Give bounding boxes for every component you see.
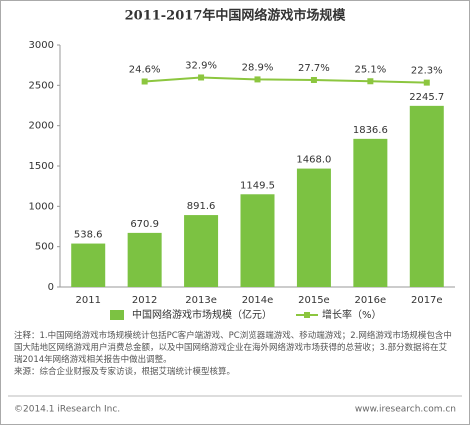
line-marker [198,74,205,81]
note: 注释：1.中国网络游戏市场规模统计包括PC客户端游戏、PC浏览器端游戏、移动端游… [14,331,452,365]
bar [353,138,388,287]
notes: 注释：1.中国网络游戏市场规模统计包括PC客户端游戏、PC浏览器端游戏、移动端游… [14,330,454,378]
legend-label: 增长率（%） [322,308,382,321]
line-marker [254,76,261,83]
line-marker [141,78,148,85]
chart-title: 2011-2017年中国网络游戏市场规模 [125,8,347,24]
line-label: 28.9% [242,62,274,73]
legend-label: 中国网络游戏市场规模（亿元） [132,308,272,321]
x-tick-label: 2014e [242,295,274,306]
line [144,76,427,84]
bar-label: 1836.6 [353,125,388,136]
bar-label: 2245.7 [409,92,444,103]
x-tick-label: 2013e [185,295,217,306]
bar-label: 670.9 [130,219,159,230]
line-label: 32.9% [185,60,217,71]
bar [71,243,106,287]
copyright: ©2014.1 iResearch Inc. [14,405,120,415]
y-tick-label: 3000 [29,40,54,51]
y-tick-label: 0 [48,282,54,293]
y-tick-label: 1000 [29,201,54,212]
y-tick-label: 500 [35,242,54,253]
bar-label: 1149.5 [240,180,275,191]
line-marker [310,76,317,83]
bar [296,168,331,287]
line-label: 25.1% [354,64,386,75]
x-tick-label: 2015e [298,295,330,306]
x-tick-label: 2011 [75,295,100,306]
line-label: 24.6% [129,64,161,75]
y-tick-label: 1500 [29,161,54,172]
x-tick-label: 2012 [132,295,157,306]
y-tick-label: 2500 [29,80,54,91]
bar-label: 1468.0 [296,155,331,166]
bar [184,215,219,287]
bar [409,105,444,287]
source: 来源：综合企业财报及专家访谈，根据艾瑞统计模型核算。 [14,367,236,377]
legend-swatch [304,312,310,318]
bar [240,194,275,287]
legend-swatch [110,310,124,320]
x-tick-label: 2016e [355,295,387,306]
x-tick-label: 2017e [411,295,443,306]
y-tick-label: 2000 [29,121,54,132]
line-marker [367,78,374,85]
bar [127,232,162,287]
bar-label: 891.6 [187,201,216,212]
line-label: 22.3% [411,66,443,77]
website: www.iresearch.com.cn [355,405,456,415]
line-marker [423,79,430,86]
line-label: 27.7% [298,63,330,74]
bar-label: 538.6 [74,230,103,241]
